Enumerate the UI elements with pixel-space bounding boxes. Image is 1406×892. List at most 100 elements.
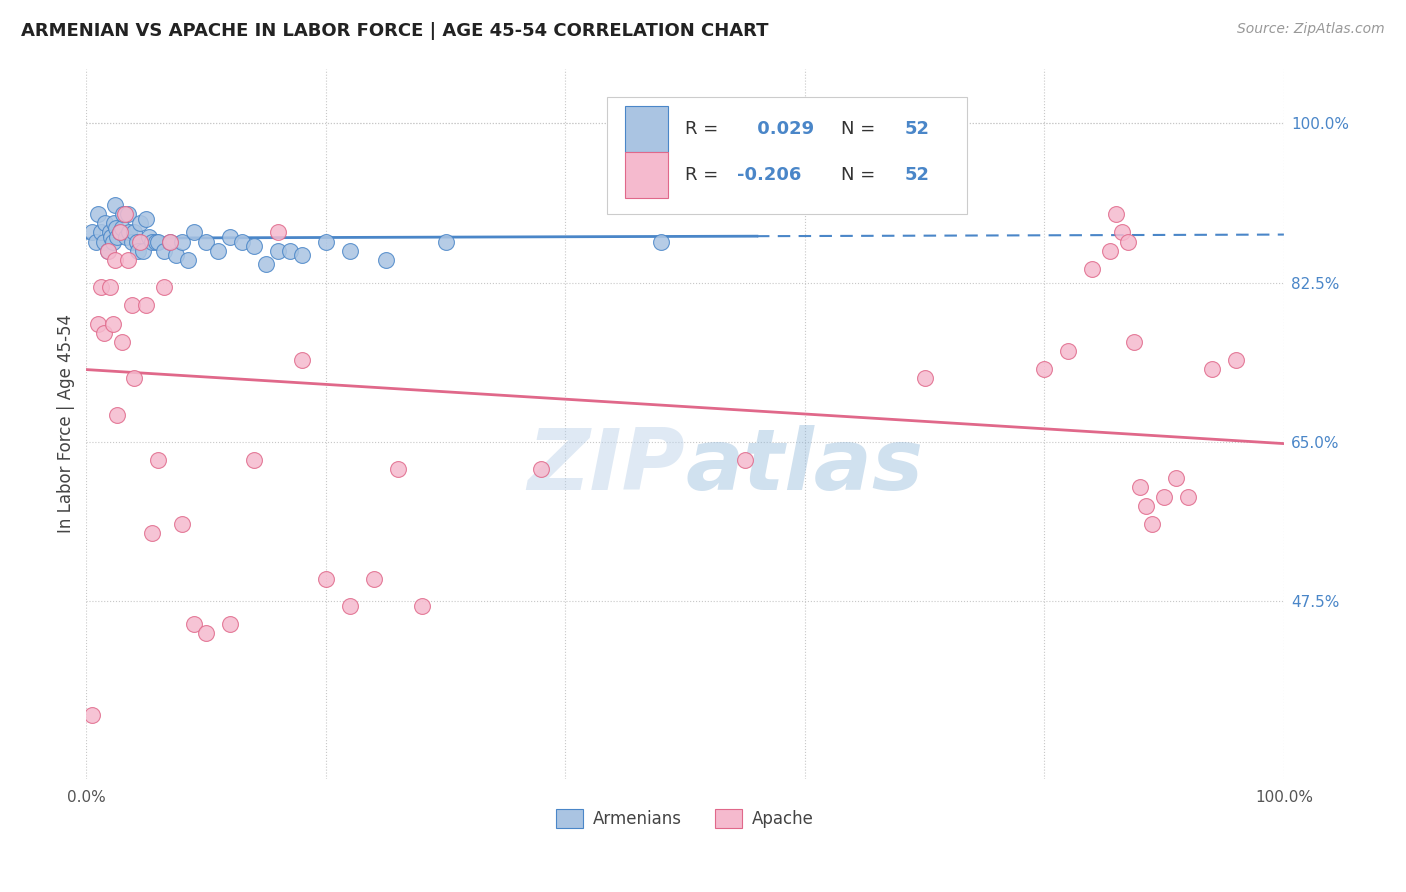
Point [108, 226, 131, 240]
Point [90, 226, 112, 240]
Point [98, 226, 121, 240]
Point [82, 708, 104, 723]
Point [97, 244, 120, 258]
Point [114, 207, 136, 221]
Text: R =: R = [685, 120, 724, 138]
Point [267, 244, 290, 258]
Point [339, 244, 361, 258]
Point [107, 230, 129, 244]
Point [141, 235, 163, 249]
FancyBboxPatch shape [607, 97, 966, 214]
Point [1225, 353, 1247, 368]
Point [121, 298, 143, 312]
Text: ARMENIAN VS APACHE IN LABOR FORCE | AGE 45-54 CORRELATION CHART: ARMENIAN VS APACHE IN LABOR FORCE | AGE … [21, 22, 769, 40]
Point [87, 317, 110, 331]
Point [1057, 343, 1080, 358]
Point [254, 257, 277, 271]
Text: N =: N = [841, 166, 880, 184]
Point [1105, 207, 1128, 221]
Point [138, 230, 160, 244]
Point [82, 226, 104, 240]
Point [530, 462, 553, 476]
Point [103, 216, 125, 230]
Point [1081, 261, 1104, 276]
Point [219, 617, 242, 632]
Point [734, 453, 756, 467]
Point [267, 226, 290, 240]
Point [231, 235, 253, 249]
Text: 0.029: 0.029 [751, 120, 814, 138]
Point [207, 244, 229, 258]
Point [122, 371, 145, 385]
Point [339, 599, 361, 613]
Point [107, 408, 129, 422]
Point [363, 572, 385, 586]
Point [1033, 362, 1056, 376]
Point [101, 317, 124, 331]
Point [195, 626, 218, 640]
Point [434, 235, 457, 249]
Point [1140, 516, 1163, 531]
Point [125, 235, 148, 249]
Point [1123, 334, 1146, 349]
Legend: Armenians, Apache: Armenians, Apache [550, 802, 821, 835]
Point [1153, 490, 1175, 504]
Point [1129, 480, 1152, 494]
Point [195, 235, 218, 249]
Y-axis label: In Labor Force | Age 45-54: In Labor Force | Age 45-54 [58, 314, 75, 533]
Point [153, 244, 176, 258]
Point [118, 226, 141, 240]
Point [104, 198, 127, 212]
Point [111, 220, 134, 235]
Point [141, 526, 163, 541]
Point [411, 599, 433, 613]
Point [131, 244, 153, 258]
Point [374, 252, 396, 267]
Point [387, 462, 409, 476]
Point [650, 235, 672, 249]
Point [94, 216, 117, 230]
Point [172, 235, 194, 249]
Point [93, 235, 115, 249]
Point [84, 235, 107, 249]
Point [121, 235, 143, 249]
Point [153, 280, 176, 294]
Point [146, 235, 169, 249]
Point [93, 326, 115, 340]
Point [129, 235, 152, 249]
Point [243, 453, 266, 467]
Point [108, 226, 131, 240]
Point [145, 235, 167, 249]
Point [183, 226, 205, 240]
Point [97, 244, 120, 258]
Point [1111, 226, 1133, 240]
Point [243, 239, 266, 253]
Point [1116, 235, 1139, 249]
Text: Source: ZipAtlas.com: Source: ZipAtlas.com [1237, 22, 1385, 37]
FancyBboxPatch shape [626, 106, 668, 152]
Text: ZIP: ZIP [527, 425, 685, 508]
Text: R =: R = [685, 166, 724, 184]
Point [98, 280, 121, 294]
Point [291, 248, 314, 262]
Point [146, 453, 169, 467]
Point [135, 211, 157, 226]
Point [100, 230, 122, 244]
Point [117, 207, 139, 221]
Text: N =: N = [841, 120, 880, 138]
Point [127, 244, 149, 258]
Point [117, 252, 139, 267]
Point [104, 252, 127, 267]
Text: 52: 52 [904, 120, 929, 138]
Point [745, 189, 768, 203]
Point [105, 220, 128, 235]
Text: 52: 52 [904, 166, 929, 184]
Point [315, 235, 337, 249]
Point [183, 617, 205, 632]
Point [122, 226, 145, 240]
Point [1164, 471, 1187, 485]
FancyBboxPatch shape [626, 153, 668, 198]
Point [1201, 362, 1223, 376]
Point [129, 216, 152, 230]
Point [165, 248, 187, 262]
